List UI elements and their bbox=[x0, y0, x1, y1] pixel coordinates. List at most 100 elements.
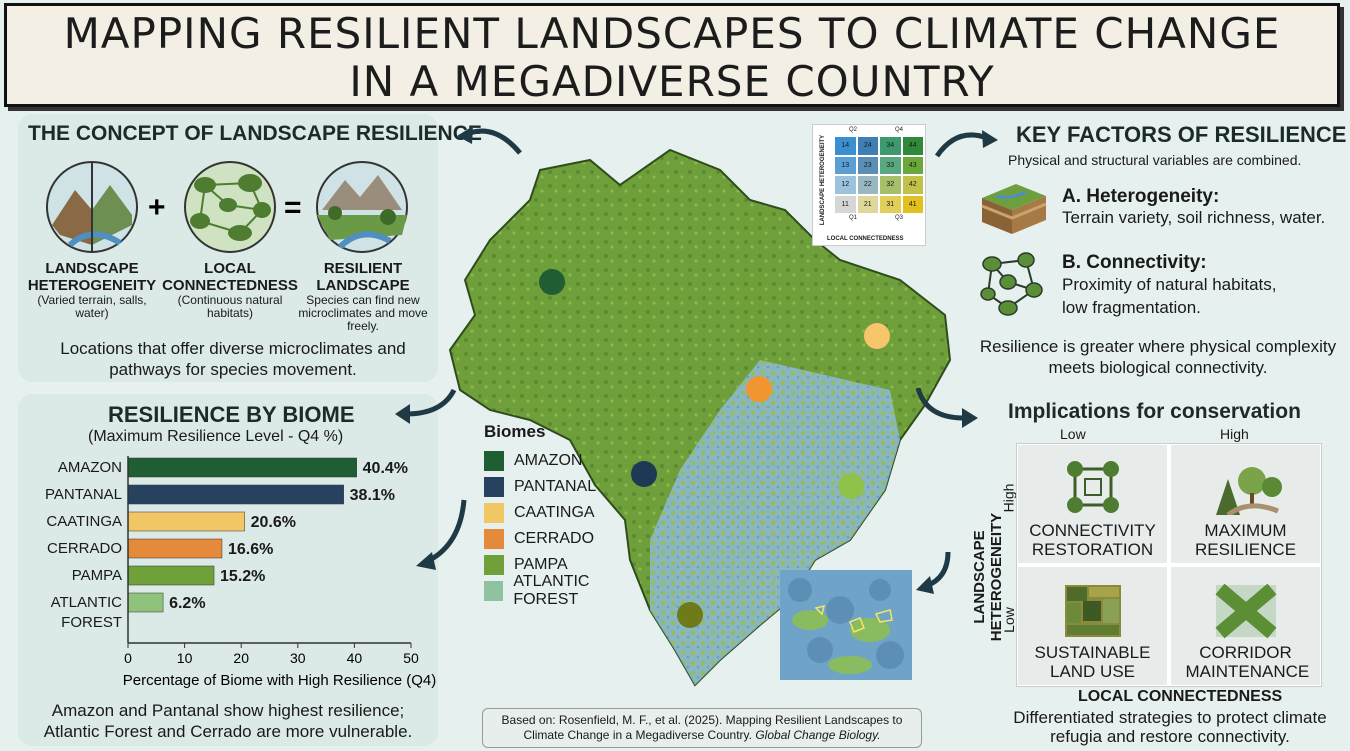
concept-item-3: RESILIENT LANDSCAPE Species can find new… bbox=[294, 260, 432, 333]
map-detail-inset bbox=[780, 570, 912, 680]
x-tick-label: 50 bbox=[403, 650, 419, 666]
factor-b-desc-1: Proximity of natural habitats, bbox=[1062, 275, 1277, 294]
quadrant-sustainable-land-use: SUSTAINABLE LAND USE bbox=[1017, 566, 1168, 686]
quadrant-label: SUSTAINABLE LAND USE bbox=[1034, 643, 1151, 681]
quadrant-label: CORRIDOR MAINTENANCE bbox=[1185, 643, 1310, 681]
bar-value-label: 6.2% bbox=[169, 595, 205, 612]
bar-cerrado bbox=[127, 538, 223, 559]
marker-cerrado bbox=[746, 376, 772, 402]
bar-amazon bbox=[127, 457, 357, 478]
bar-category-label: ATLANTIC bbox=[51, 594, 123, 611]
factor-b-desc-2: low fragmentation. bbox=[1062, 298, 1201, 317]
brazil-map bbox=[448, 148, 952, 687]
citation-journal: Global Change Biology. bbox=[755, 728, 881, 742]
key-factors-subheading: Physical and structural variables are co… bbox=[1008, 152, 1302, 168]
marker-pantanal bbox=[631, 461, 657, 487]
legend-item: CAATINGA bbox=[484, 500, 654, 526]
key-factors-heading: KEY FACTORS OF RESILIENCE bbox=[1016, 122, 1347, 147]
legend-title: Biomes bbox=[484, 422, 546, 441]
concept-item-1: LANDSCAPE HETEROGENEITY (Varied terrain,… bbox=[26, 260, 158, 320]
connectivity-restoration-icon bbox=[1066, 461, 1119, 513]
inset-cell: 23 bbox=[857, 156, 878, 174]
inset-cell: 34 bbox=[880, 137, 901, 155]
bar-category-label: PANTANAL bbox=[45, 486, 122, 503]
factor-a-title: A. Heterogeneity: bbox=[1062, 186, 1220, 207]
legend-swatch-pampa bbox=[484, 555, 504, 575]
legend-item: CERRADO bbox=[484, 526, 654, 552]
concept-item-3-desc: Species can find new microclimates and m… bbox=[298, 293, 428, 333]
implications-matrix: CONNECTIVITY RESTORATION MAXIMUM RESILIE… bbox=[1016, 443, 1322, 687]
bar-category-label: CAATINGA bbox=[46, 513, 122, 530]
inset-cell: 43 bbox=[902, 156, 923, 174]
factor-b-title: B. Connectivity: bbox=[1062, 252, 1207, 273]
bar-value-label: 38.1% bbox=[350, 487, 395, 504]
arrow-key-factors bbox=[934, 130, 998, 158]
inset-cell: 32 bbox=[880, 176, 901, 194]
legend-label: ATLANTIC FOREST bbox=[513, 573, 590, 608]
key-factors-summary: Resilience is greater where physical com… bbox=[979, 337, 1337, 377]
implications-row-low: Low bbox=[1000, 607, 1017, 633]
bar-value-label: 16.6% bbox=[228, 541, 273, 558]
quadrant-corridor-maintenance: CORRIDOR MAINTENANCE bbox=[1170, 566, 1321, 686]
bar-category-label: CERRADO bbox=[47, 540, 122, 557]
connectedness-icon bbox=[184, 161, 276, 253]
biome-legend: Biomes AMAZON PANTANAL CAATINGA CERRADO … bbox=[484, 422, 654, 608]
corridor-icon bbox=[1214, 583, 1277, 639]
resilient-landscape-icon bbox=[316, 161, 408, 253]
inset-cell: 14 bbox=[835, 137, 856, 155]
x-axis-title: Percentage of Biome with High Resilience… bbox=[123, 672, 436, 689]
arrow-concept bbox=[457, 126, 522, 155]
inset-q2: Q2 bbox=[849, 127, 858, 133]
inset-cell: 44 bbox=[902, 137, 923, 155]
bar-category-label: PAMPA bbox=[72, 567, 122, 584]
legend-item: PANTANAL bbox=[484, 474, 654, 500]
bar-pampa bbox=[127, 565, 215, 586]
quadrant-label: MAXIMUM RESILIENCE bbox=[1194, 521, 1297, 559]
factor-a-desc: Terrain variety, soil richness, water. bbox=[1062, 208, 1326, 227]
inset-q3: Q3 bbox=[895, 215, 904, 221]
concept-icons: + = bbox=[46, 161, 408, 253]
quadrant-maximum-resilience: MAXIMUM RESILIENCE bbox=[1170, 444, 1321, 564]
bar-atlantic-forest bbox=[127, 592, 164, 613]
terrain-block-icon bbox=[981, 184, 1047, 234]
legend-item: ATLANTIC FOREST bbox=[484, 573, 654, 608]
concept-item-2-title: LOCAL CONNECTEDNESS bbox=[162, 260, 298, 294]
farmland-mosaic-icon bbox=[1064, 585, 1121, 637]
concept-item-1-title: LANDSCAPE HETEROGENEITY bbox=[27, 260, 157, 294]
x-tick-label: 30 bbox=[290, 650, 306, 666]
legend-label: PAMPA bbox=[514, 556, 568, 573]
implications-heading: Implications for conservation bbox=[1008, 400, 1301, 423]
arrow-inset bbox=[916, 551, 951, 594]
forest-landscape-icon bbox=[1215, 467, 1282, 515]
concept-item-1-desc: (Varied terrain, salls, water) bbox=[37, 293, 147, 320]
biome-panel bbox=[18, 394, 438, 746]
legend-swatch-caatinga bbox=[484, 503, 504, 523]
title-line-2: IN A MEGADIVERSE COUNTRY bbox=[349, 57, 995, 106]
x-tick-label: 40 bbox=[347, 650, 363, 666]
inset-cell: 11 bbox=[835, 195, 856, 213]
bar-value-label: 20.6% bbox=[251, 514, 296, 531]
inset-cell: 13 bbox=[835, 156, 856, 174]
legend-swatch-atlantic-forest bbox=[484, 581, 504, 601]
inset-cell: 33 bbox=[880, 156, 901, 174]
concept-summary: Locations that offer diverse microclimat… bbox=[60, 339, 406, 379]
bar-pantanal bbox=[127, 484, 344, 505]
bar-value-label: 40.4% bbox=[363, 460, 408, 477]
inset-xlabel: LOCAL CONNECTEDNESS bbox=[827, 236, 904, 242]
bar-category-label: FOREST bbox=[61, 614, 122, 631]
inset-ylabel: LANDSCAPE HETEROGENEITY bbox=[820, 134, 826, 226]
implications-col-high: High bbox=[1220, 426, 1249, 442]
inset-cell: 41 bbox=[902, 195, 923, 213]
bar-value-label: 15.2% bbox=[220, 568, 265, 585]
inset-cell: 31 bbox=[880, 195, 901, 213]
marker-caatinga bbox=[864, 323, 890, 349]
inset-cell: 42 bbox=[902, 176, 923, 194]
implications-summary: Differentiated strategies to protect cli… bbox=[1013, 708, 1327, 746]
inset-cell: 24 bbox=[857, 137, 878, 155]
arrow-chart bbox=[416, 499, 467, 570]
biome-note: Amazon and Pantanal show highest resilie… bbox=[43, 701, 413, 741]
legend-swatch-pantanal bbox=[484, 477, 504, 497]
biome-heading: RESILIENCE BY BIOME bbox=[108, 402, 355, 427]
inset-q4: Q4 bbox=[895, 127, 904, 133]
implications-col-low: Low bbox=[1060, 426, 1086, 442]
